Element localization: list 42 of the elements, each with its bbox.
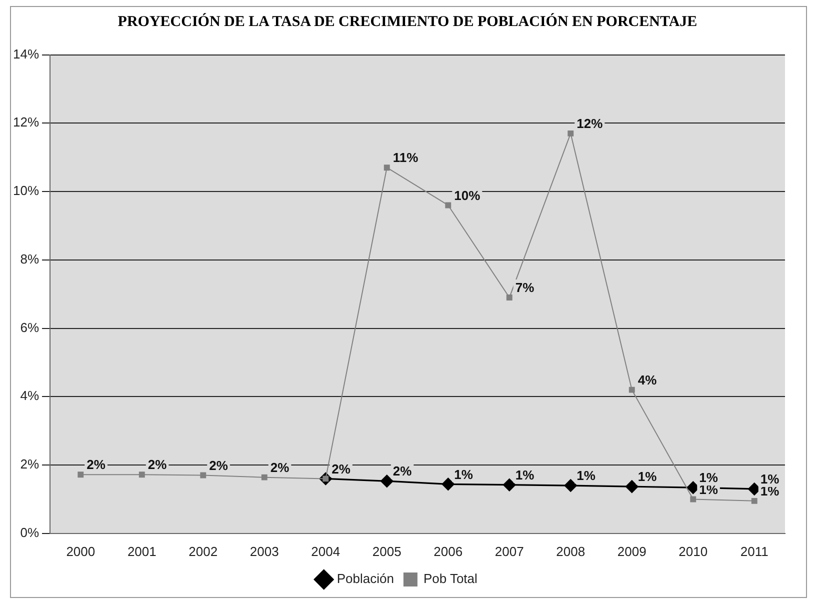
data-label: 1% xyxy=(576,468,596,484)
data-label: 12% xyxy=(576,116,604,132)
data-label: 2% xyxy=(270,460,290,475)
chart-title: PROYECCIÓN DE LA TASA DE CRECIMIENTO DE POBLACIÓN EN PORCENTAJE xyxy=(116,14,698,31)
y-tick-label: 0% xyxy=(20,524,40,540)
legend-label: Población xyxy=(336,571,394,586)
x-tick-label: 2001 xyxy=(127,544,156,559)
x-tick-label: 2008 xyxy=(556,544,586,559)
data-label: 11% xyxy=(392,150,419,166)
data-label: 1% xyxy=(454,466,474,482)
data-label: 1% xyxy=(699,482,718,497)
x-tick-label: 2010 xyxy=(678,544,708,559)
data-label: 1% xyxy=(515,467,535,482)
data-label: 1% xyxy=(699,470,718,486)
y-tick-label: 10% xyxy=(12,183,40,198)
x-tick-label: 2011 xyxy=(740,544,768,559)
data-label: 2% xyxy=(209,458,228,473)
x-tick-label: 2005 xyxy=(372,544,402,559)
data-label: 2% xyxy=(392,464,412,479)
x-tick-label: 2007 xyxy=(494,544,524,559)
y-tick-label: 8% xyxy=(20,251,40,266)
x-tick-label: 2006 xyxy=(434,544,463,559)
data-label: 2% xyxy=(332,461,351,476)
data-label: 1% xyxy=(638,469,658,484)
y-tick-label: 2% xyxy=(20,456,40,472)
x-tick-label: 2003 xyxy=(250,544,279,559)
data-label: 2% xyxy=(86,457,106,472)
data-label: 4% xyxy=(638,372,658,388)
data-label: 1% xyxy=(760,484,780,498)
legend-label: Pob Total xyxy=(423,571,478,586)
data-label: 1% xyxy=(760,472,780,487)
x-tick-label: 2000 xyxy=(66,544,96,559)
x-tick-label: 2002 xyxy=(188,544,218,559)
x-tick-label: 2004 xyxy=(311,544,340,559)
y-tick-label: 6% xyxy=(20,320,40,335)
y-tick-label: 4% xyxy=(20,388,40,404)
x-tick-label: 2009 xyxy=(617,544,646,559)
data-label: 10% xyxy=(454,188,481,203)
y-tick-label: 14% xyxy=(12,46,40,62)
y-tick-label: 12% xyxy=(12,114,40,130)
data-label: 2% xyxy=(148,457,168,472)
data-label: 7% xyxy=(515,280,535,296)
